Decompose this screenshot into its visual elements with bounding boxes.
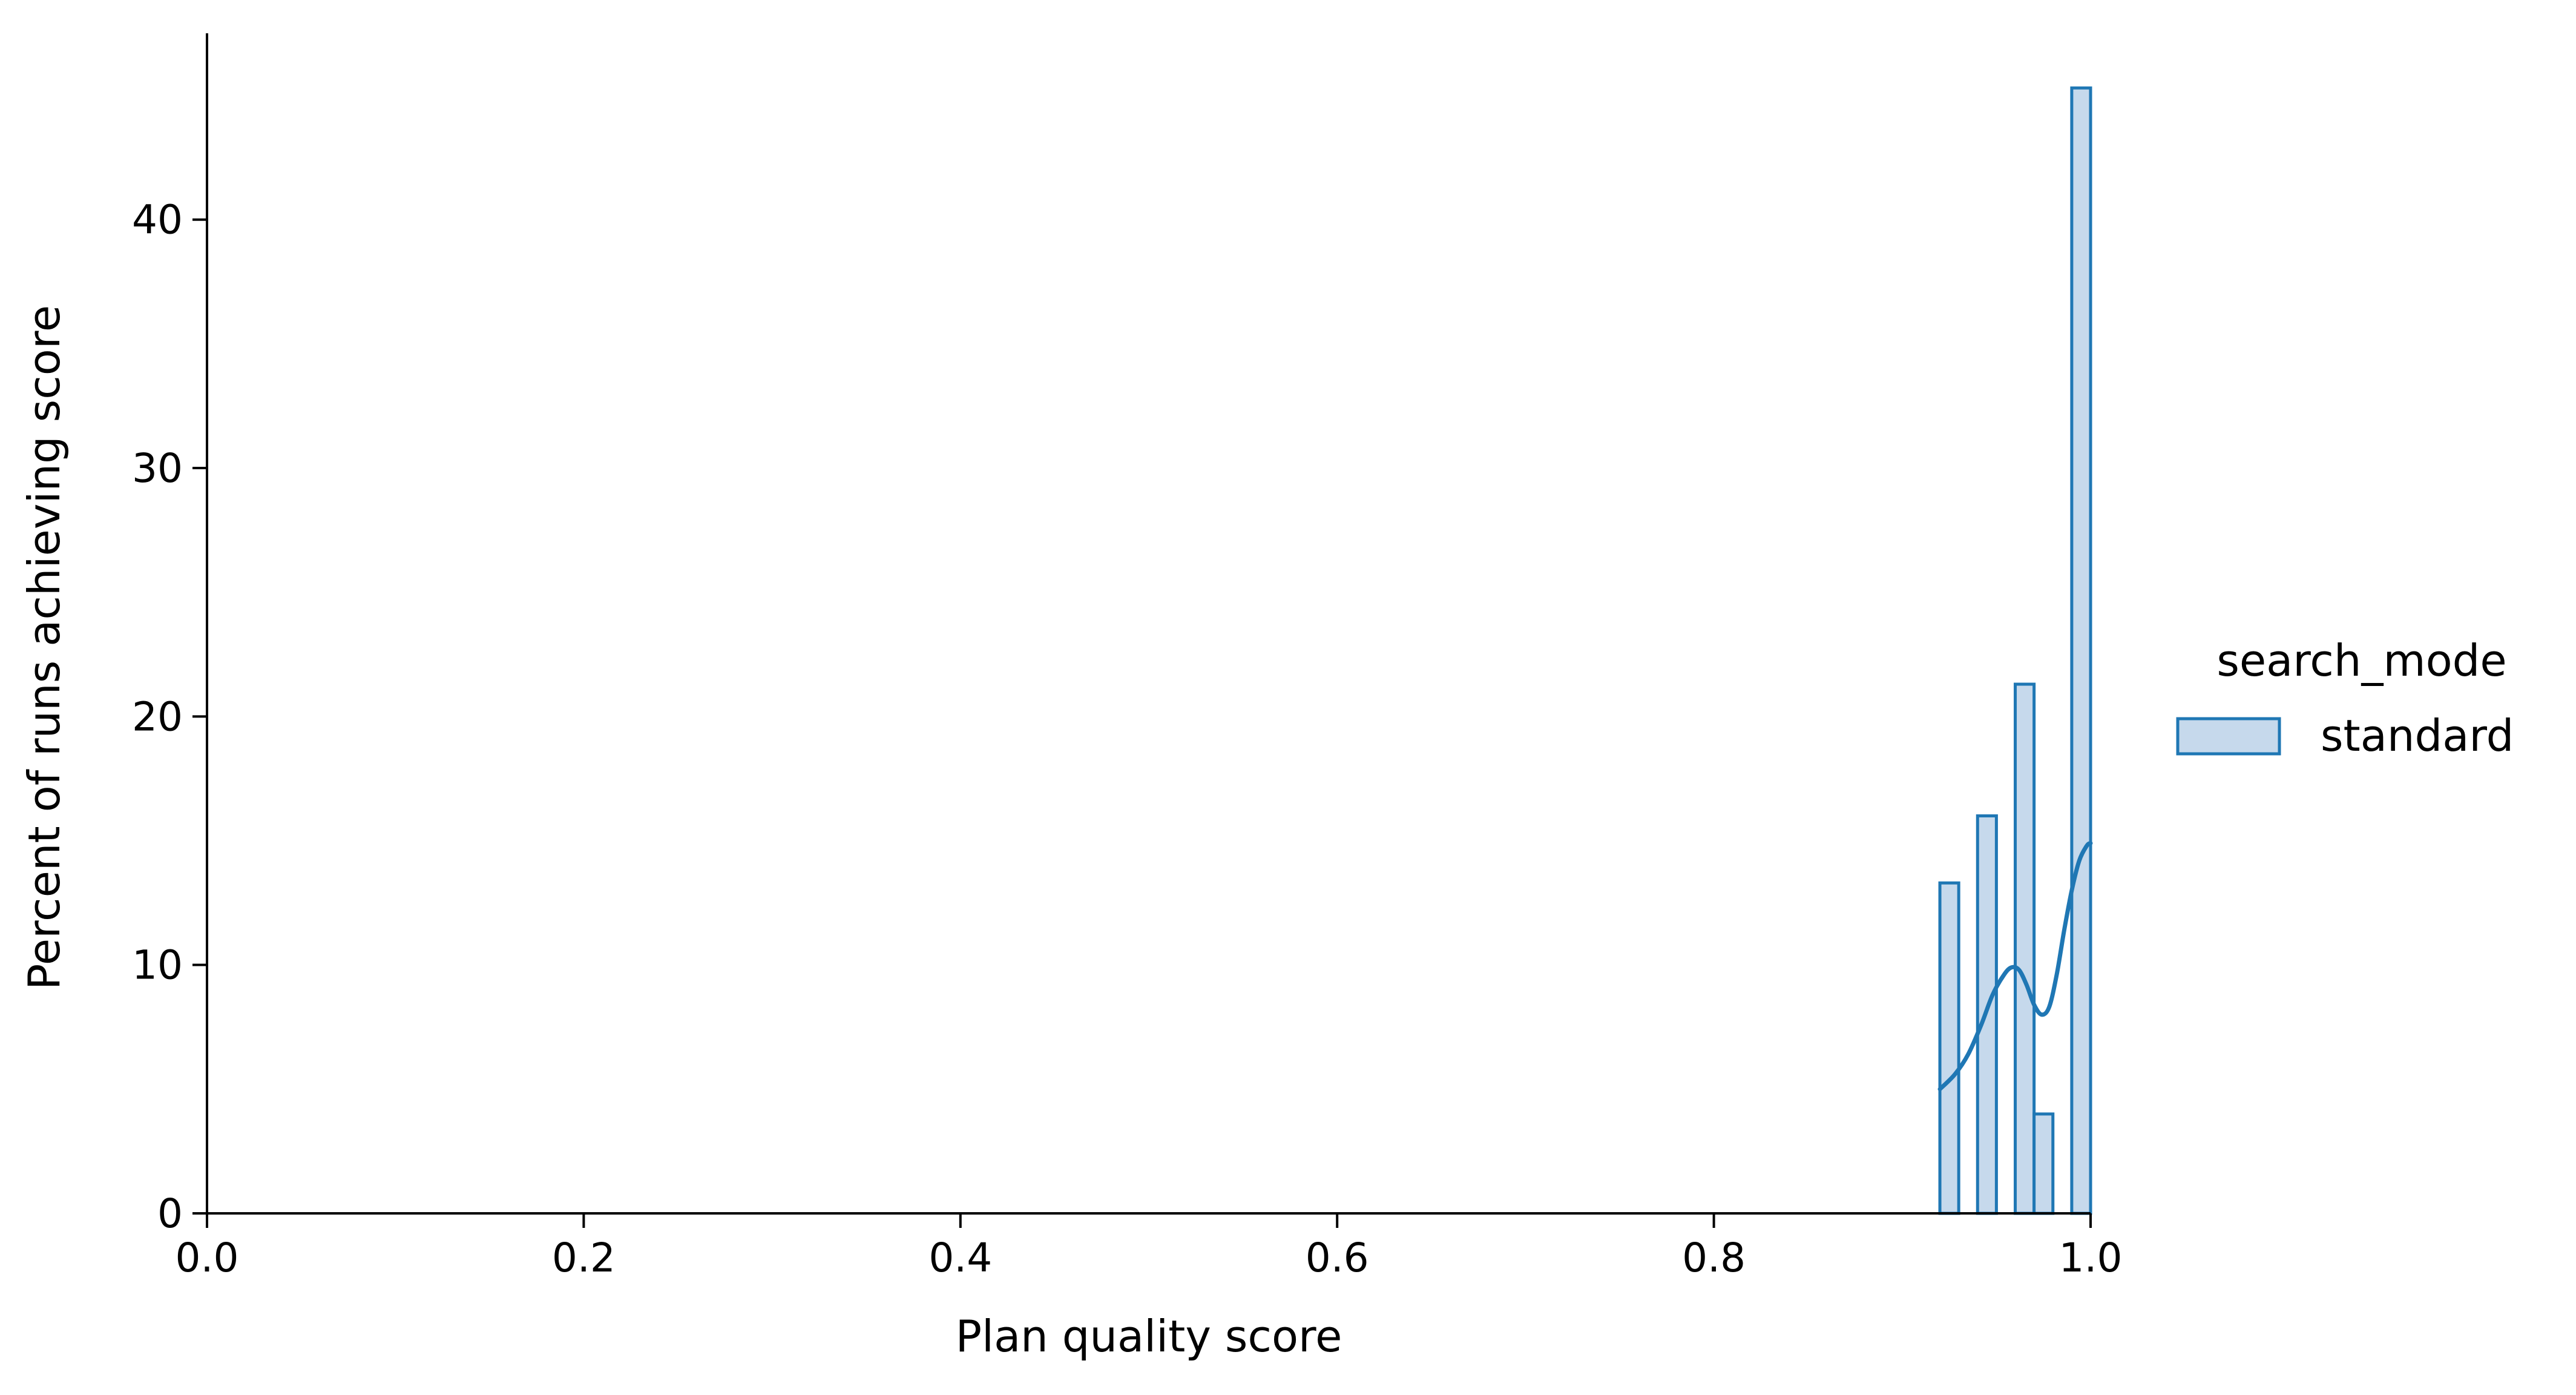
x-tick-label: 1.0 xyxy=(2059,1235,2123,1281)
y-tick-label: 20 xyxy=(132,693,183,740)
x-tick-label: 0.8 xyxy=(1682,1235,1746,1281)
y-tick-label: 0 xyxy=(157,1190,183,1237)
x-tick-label: 0.0 xyxy=(176,1235,239,1281)
y-axis-ticks: 0 10 20 30 40 xyxy=(132,197,207,1237)
x-tick-label: 0.4 xyxy=(928,1235,992,1281)
y-tick-label: 30 xyxy=(132,445,183,492)
kde-line xyxy=(1937,841,2093,1092)
histogram-bar xyxy=(1938,881,1960,1215)
x-tick-label: 0.2 xyxy=(552,1235,616,1281)
legend-label-standard: standard xyxy=(2321,710,2514,761)
y-tick-label: 40 xyxy=(132,197,183,243)
x-axis-label: Plan quality score xyxy=(956,1311,1342,1362)
y-tick-label: 10 xyxy=(132,942,183,989)
legend-title: search_mode xyxy=(2216,635,2506,686)
x-axis-ticks: 0.0 0.2 0.4 0.6 0.8 1.0 xyxy=(176,1213,2123,1281)
histogram-bar xyxy=(2014,682,2036,1215)
kde-curve-group xyxy=(1937,841,2093,1092)
histogram-bar xyxy=(2032,1112,2055,1215)
histogram-bars xyxy=(1938,86,2092,1215)
y-axis-label: Percent of runs achieving score xyxy=(19,305,70,990)
x-tick-label: 0.6 xyxy=(1306,1235,1369,1281)
legend: search_mode standard xyxy=(2176,635,2514,761)
histogram-bar xyxy=(2070,86,2092,1215)
legend-swatch-standard xyxy=(2176,717,2281,756)
